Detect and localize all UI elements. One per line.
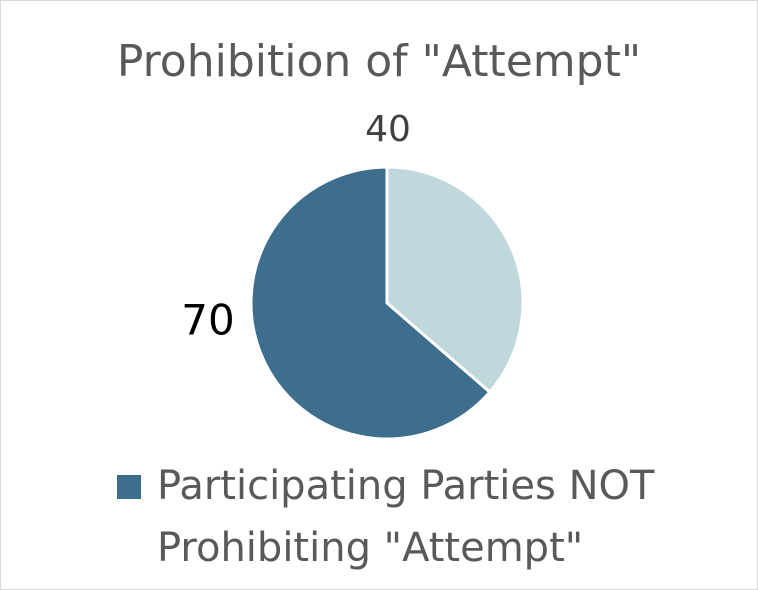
legend-swatch (117, 475, 141, 499)
data-label: 70 (181, 296, 234, 345)
pie-slice (385, 165, 525, 395)
legend-label: Participating Parties NOT Prohibiting "At… (157, 463, 655, 571)
chart-title: Prohibition of "Attempt" (117, 36, 641, 87)
pie-slice (249, 165, 492, 441)
data-label: 40 (365, 109, 411, 150)
